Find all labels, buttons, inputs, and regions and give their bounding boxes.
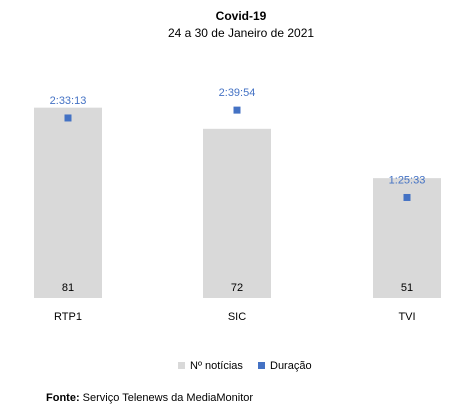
source-note: Fonte: Serviço Telenews da MediaMonitor: [46, 392, 253, 404]
bar-label-tvi: 51: [401, 282, 413, 294]
duration-marker-rtp1: [64, 114, 72, 122]
bar-sic: [203, 128, 271, 298]
category-label-sic: SIC: [228, 311, 246, 323]
bar-label-sic: 72: [231, 282, 243, 294]
legend-label-noticias: Nº notícias: [190, 360, 243, 372]
chart-title: Covid-19: [216, 9, 267, 23]
bar-rtp1: [34, 107, 102, 299]
category-label-rtp1: RTP1: [54, 311, 82, 323]
bars-layer: 81 RTP1 72 SIC 51 TVI: [34, 107, 441, 323]
duration-marker-tvi: [403, 193, 411, 201]
source-text: Serviço Telenews da MediaMonitor: [82, 392, 254, 404]
legend-swatch-noticias: [178, 362, 185, 369]
legend-label-duracao: Duração: [270, 360, 312, 372]
bar-label-rtp1: 81: [62, 282, 74, 294]
legend: Nº notícias Duração: [178, 360, 312, 372]
source-label: Fonte:: [46, 392, 80, 404]
chart-subtitle: 24 a 30 de Janeiro de 2021: [168, 26, 314, 40]
duration-label-tvi: 1:25:33: [389, 174, 426, 186]
markers-layer: 2:33:13 2:39:54 1:25:33: [50, 87, 426, 201]
duration-label-sic: 2:39:54: [219, 87, 256, 99]
legend-swatch-duracao: [258, 362, 265, 369]
duration-label-rtp1: 2:33:13: [50, 95, 87, 107]
duration-marker-sic: [233, 106, 241, 114]
category-label-tvi: TVI: [398, 311, 415, 323]
